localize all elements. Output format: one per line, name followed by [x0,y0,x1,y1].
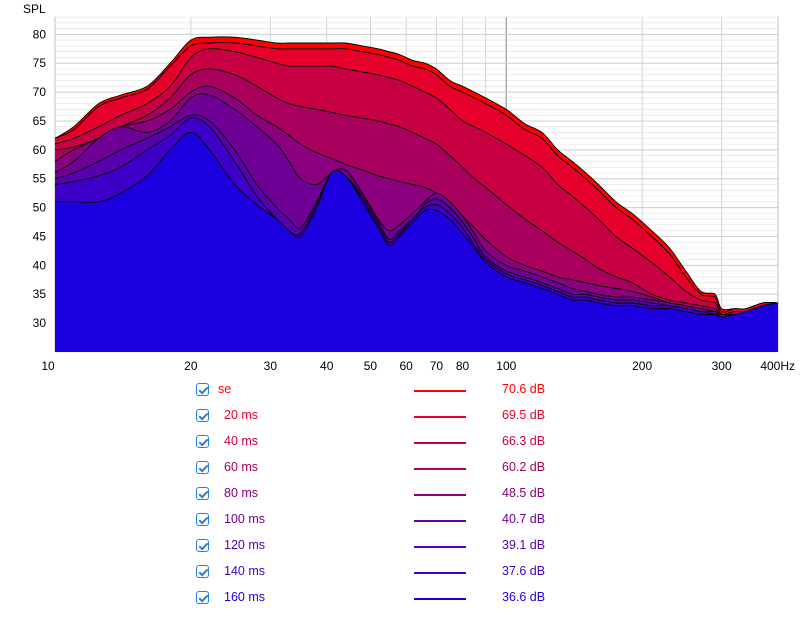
legend-row: se 70.6 dB [0,380,800,400]
legend-value: 48.5 dB [502,486,546,500]
legend-checkbox[interactable] [196,383,209,396]
area-160-ms [55,132,778,352]
x-tick-label: 400Hz [760,359,795,373]
y-tick-label: 35 [33,287,47,301]
legend-row: 120 ms 39.1 dB [0,536,800,556]
curve-60-ms [54,68,779,315]
y-tick-label: 55 [33,172,47,186]
x-tick-label: 70 [430,359,444,373]
legend-line-swatch [414,442,466,444]
curve-160-ms [55,132,779,318]
legend-row: 140 ms 37.6 dB [0,562,800,582]
y-tick-label: 65 [33,114,47,128]
series-areas [54,36,779,353]
legend-value: 69.5 dB [502,408,546,422]
legend-row: 60 ms 60.2 dB [0,458,800,478]
y-tick-label: 45 [33,229,47,243]
curve-se [54,36,779,311]
legend-row: 80 ms 48.5 dB [0,484,800,504]
legend-label: 80 ms [224,486,259,500]
legend-checkbox[interactable] [196,461,209,474]
legend-line-swatch [414,598,466,600]
legend-line-swatch [414,546,466,548]
curve-100-ms [54,93,779,316]
y-axis-label: SPL [23,2,46,16]
legend-label: 100 ms [224,512,265,526]
legend-line-swatch [414,572,466,574]
legend-line-swatch [414,520,466,522]
curve-20-ms [54,42,779,313]
y-tick-label: 60 [33,143,47,157]
legend-line-swatch [414,468,466,470]
legend-checkbox[interactable] [196,513,209,526]
curve-40-ms [54,48,779,316]
legend-checkbox[interactable] [196,435,209,448]
legend-row: 100 ms 40.7 dB [0,510,800,530]
legend-value: 39.1 dB [502,538,546,552]
x-tick-label: 80 [456,359,470,373]
legend-label: 120 ms [224,538,265,552]
legend-checkbox[interactable] [196,539,209,552]
legend-value: 37.6 dB [502,564,546,578]
x-axis-ticks: 10 20 30 40 50 60 70 80 100 200 300 400Hz [41,359,795,373]
legend-label: 20 ms [224,408,259,422]
legend-label: se [218,382,232,396]
x-tick-label: 60 [399,359,413,373]
legend-value: 66.3 dB [502,434,546,448]
legend-line-swatch [414,416,466,418]
legend-checkbox[interactable] [196,565,209,578]
legend-label: 160 ms [224,590,265,604]
legend-row: 20 ms 69.5 dB [0,406,800,426]
legend-row: 160 ms 36.6 dB [0,588,800,608]
x-tick-label: 50 [364,359,378,373]
legend-value: 40.7 dB [502,512,546,526]
y-tick-label: 70 [33,85,47,99]
legend-value: 70.6 dB [502,382,546,396]
x-tick-label: 100 [496,359,516,373]
y-axis-ticks: 30 35 40 45 50 55 60 65 70 75 80 [33,27,47,330]
legend-checkbox[interactable] [196,487,209,500]
legend-label: 40 ms [224,434,259,448]
legend-line-swatch [414,494,466,496]
y-tick-label: 30 [33,316,47,330]
y-tick-label: 40 [33,258,47,272]
legend-line-swatch [414,390,466,392]
x-tick-label: 40 [320,359,334,373]
legend-checkbox[interactable] [196,409,209,422]
legend-value: 60.2 dB [502,460,546,474]
legend-row: 40 ms 66.3 dB [0,432,800,452]
curve-140-ms [54,117,779,318]
legend-value: 36.6 dB [502,590,546,604]
legend-checkbox[interactable] [196,591,209,604]
x-tick-label: 30 [264,359,278,373]
y-tick-label: 50 [33,201,47,215]
x-tick-label: 300 [712,359,732,373]
legend-label: 60 ms [224,460,259,474]
x-tick-label: 10 [41,359,55,373]
y-tick-label: 75 [33,56,47,70]
x-tick-label: 20 [184,359,198,373]
x-tick-label: 200 [632,359,652,373]
y-tick-label: 80 [33,27,47,41]
legend-label: 140 ms [224,564,265,578]
